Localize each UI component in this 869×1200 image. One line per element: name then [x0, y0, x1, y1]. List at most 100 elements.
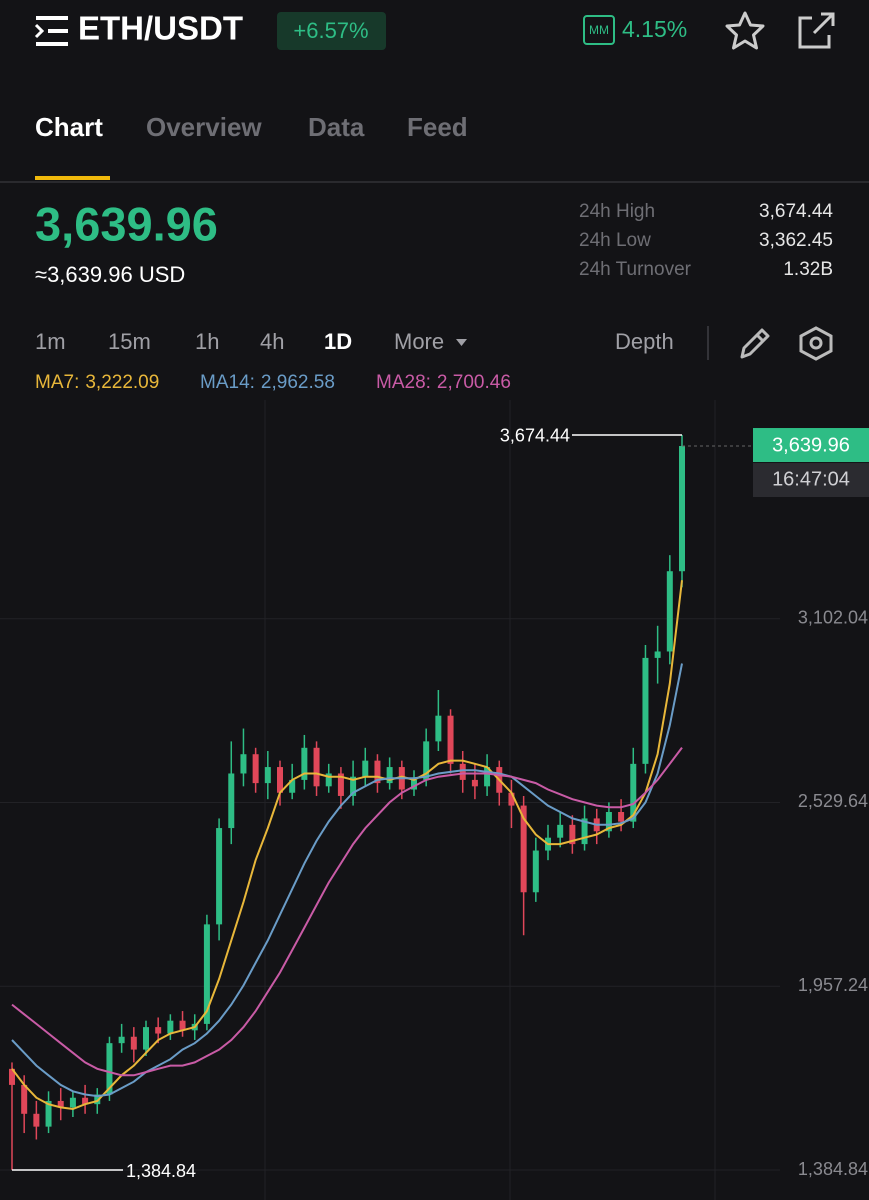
candle-body — [459, 763, 466, 780]
candle-body — [94, 1094, 101, 1105]
active-tab-indicator — [35, 176, 110, 180]
interval-button[interactable]: 1m — [35, 329, 66, 354]
candle-body — [313, 747, 320, 787]
candle-body — [9, 1068, 15, 1085]
candle-body — [33, 1113, 40, 1127]
menu-icon[interactable] — [34, 16, 68, 46]
tab[interactable]: Overview — [146, 112, 262, 142]
mm-icon-text: MM — [589, 23, 609, 37]
ma-line — [11, 746, 683, 1077]
legend-entry: MA28: 2,700.46 — [376, 372, 511, 393]
more-button[interactable]: More — [394, 329, 444, 354]
legend-value: 3,222.09 — [85, 372, 159, 393]
candle-body — [82, 1097, 89, 1105]
candle-body — [69, 1097, 76, 1108]
change-badge — [277, 12, 386, 50]
stat-label: 24h Low — [579, 230, 651, 251]
candle-body — [362, 760, 369, 777]
candle-body — [277, 767, 283, 793]
candle-body — [350, 776, 357, 796]
last-price-tag — [753, 428, 869, 463]
change-text: +6.57% — [293, 18, 368, 43]
candle-body — [447, 715, 454, 764]
countdown-text: 16:47:04 — [772, 468, 850, 490]
candle-body — [143, 1027, 149, 1050]
candle-body — [167, 1020, 174, 1034]
candle-body — [21, 1084, 28, 1114]
candle-body — [252, 754, 259, 784]
candle-body — [179, 1020, 186, 1031]
pair-title: ETH/USDT — [78, 10, 243, 47]
favorite-icon[interactable] — [725, 11, 765, 50]
candle-body — [118, 1036, 125, 1044]
share-icon[interactable] — [798, 12, 835, 49]
interval-button[interactable]: 1h — [195, 329, 219, 354]
candle-body — [411, 779, 417, 790]
candle-body — [45, 1100, 52, 1127]
candle-body — [216, 828, 223, 925]
candle-body — [642, 657, 649, 764]
interval-button[interactable]: 1D — [324, 329, 352, 354]
tab[interactable]: Chart — [35, 112, 103, 142]
last-price-tag-text: 3,639.96 — [772, 434, 850, 456]
candle-body — [435, 715, 442, 742]
candle-body — [203, 924, 210, 1024]
interval-button[interactable]: 4h — [260, 329, 284, 354]
candle-body — [130, 1036, 137, 1050]
candle-body — [618, 812, 625, 822]
legend-entry: MA7: 3,222.09 — [35, 372, 159, 393]
candle-body — [337, 773, 344, 796]
candle-body — [289, 779, 296, 793]
legend-value: 2,700.46 — [437, 372, 511, 393]
stat-value: 3,362.45 — [759, 230, 833, 251]
candle-body — [532, 850, 539, 893]
candle-body — [557, 824, 564, 838]
tab[interactable]: Feed — [407, 112, 468, 142]
stat-value: 1.32B — [783, 259, 833, 280]
candle-body — [386, 767, 393, 784]
settings-icon[interactable] — [799, 326, 833, 361]
candle-body — [240, 754, 247, 774]
candle-body — [581, 818, 588, 845]
candle-body — [301, 747, 308, 780]
legend-name: MA14: — [200, 372, 255, 393]
candle-body — [630, 763, 637, 822]
mm-value: 4.15% — [622, 16, 687, 42]
candle-body — [666, 571, 673, 652]
candle-body — [679, 446, 685, 572]
stat-value: 3,674.44 — [759, 201, 833, 222]
candle-body — [471, 779, 478, 787]
candle-body — [325, 773, 332, 787]
y-tick-label: 3,102.04 — [798, 607, 868, 627]
candle-body — [57, 1100, 64, 1108]
candle-body — [484, 767, 491, 787]
candle-body — [654, 651, 661, 658]
ma-line — [11, 663, 683, 1098]
stat-label: 24h High — [579, 201, 655, 222]
candle-body — [423, 741, 430, 780]
draw-tool-icon[interactable] — [740, 328, 770, 359]
tab[interactable]: Data — [308, 112, 365, 142]
legend-name: MA7: — [35, 372, 79, 393]
candle-body — [155, 1027, 162, 1034]
last-price: 3,639.96 — [35, 197, 218, 250]
candle-body — [228, 773, 235, 829]
max-marker-label: 3,674.44 — [500, 426, 570, 446]
legend-value: 2,962.58 — [261, 372, 335, 393]
candle-body — [520, 805, 527, 893]
candle-body — [569, 824, 576, 845]
usd-price: ≈3,639.96 USD — [35, 262, 185, 287]
stat-label: 24h Turnover — [579, 259, 692, 280]
candle-body — [106, 1043, 113, 1095]
interval-button[interactable]: 15m — [108, 329, 151, 354]
candle-body — [605, 812, 612, 832]
y-tick-label: 1,384.84 — [798, 1159, 868, 1179]
candle-body — [508, 792, 515, 806]
countdown-tag — [753, 463, 869, 498]
depth-button[interactable]: Depth — [615, 329, 674, 354]
legend-name: MA28: — [376, 372, 431, 393]
